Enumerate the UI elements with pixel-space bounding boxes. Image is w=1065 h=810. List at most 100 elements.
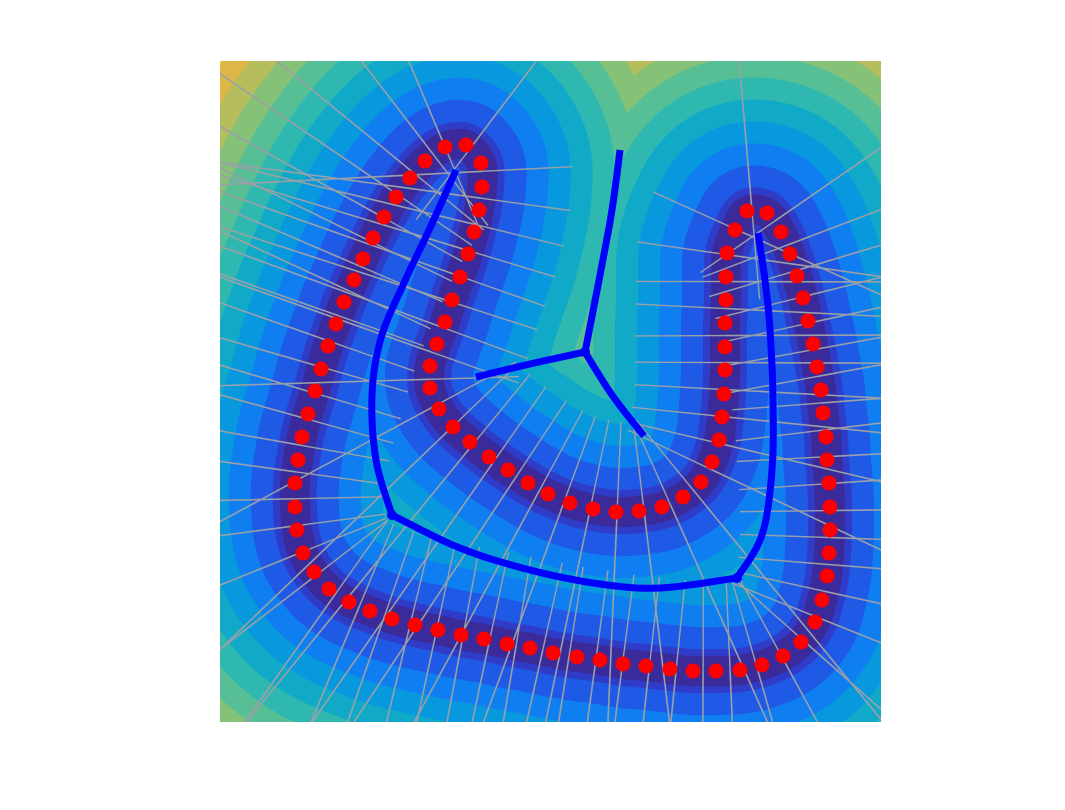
- normal-ray: [724, 334, 881, 337]
- normal-ray: [220, 230, 350, 292]
- boundary-point: [336, 294, 352, 310]
- normal-ray: [220, 170, 483, 186]
- boundary-point: [775, 648, 791, 664]
- normal-ray: [544, 508, 592, 722]
- boundary-point: [522, 640, 538, 656]
- boundary-point: [821, 545, 837, 561]
- inner-ray: [516, 400, 567, 477]
- skeleton-junction: [580, 347, 590, 357]
- inner-ray: [635, 419, 694, 491]
- boundary-point: [294, 429, 310, 445]
- inner-ray: [563, 416, 596, 502]
- normal-ray: [220, 174, 470, 252]
- boundary-point: [805, 336, 821, 352]
- boundary-point: [693, 474, 709, 490]
- normal-ray: [446, 635, 464, 722]
- boundary-point: [520, 475, 536, 491]
- boundary-point: [362, 603, 378, 619]
- inner-ray: [462, 546, 481, 636]
- boundary-point: [341, 594, 357, 610]
- normal-ray: [220, 574, 317, 651]
- normal-ray: [220, 551, 303, 587]
- boundary-point: [402, 170, 418, 186]
- boundary-point: [585, 501, 601, 517]
- boundary-point: [675, 489, 691, 505]
- inner-ray: [296, 471, 386, 485]
- normal-ray: [220, 404, 438, 523]
- boundary-point: [718, 292, 734, 308]
- inner-ray: [433, 352, 519, 384]
- boundary-point: [789, 268, 805, 284]
- boundary-point: [813, 382, 829, 398]
- boundary-point: [759, 205, 775, 221]
- inner-ray: [539, 410, 584, 491]
- boundary-point: [355, 251, 371, 267]
- boundary-point: [809, 359, 825, 375]
- boundary-point: [704, 454, 720, 470]
- normal-ray: [220, 336, 322, 368]
- inner-ray: [358, 523, 395, 607]
- skeleton-junction: [387, 510, 397, 520]
- normal-ray: [482, 500, 566, 722]
- boundary-point: [499, 636, 515, 652]
- boundary-point: [685, 663, 701, 679]
- normal-ray: [220, 166, 372, 243]
- inner-ray: [740, 509, 831, 513]
- normal-ray: [310, 606, 360, 722]
- boundary-point: [289, 522, 305, 538]
- boundary-point: [711, 432, 727, 448]
- skeleton-branch: [390, 511, 738, 592]
- normal-ray: [360, 61, 434, 155]
- skeleton-branch: [734, 232, 777, 580]
- inner-ray: [329, 340, 415, 372]
- boundary-point: [437, 139, 453, 155]
- normal-ray: [220, 72, 399, 196]
- normal-ray: [726, 253, 881, 278]
- boundary-point: [717, 315, 733, 331]
- boundary-point: [800, 313, 816, 329]
- boundary-point: [719, 245, 735, 261]
- inner-ray: [383, 531, 415, 617]
- inner-ray: [482, 166, 573, 172]
- inner-ray: [334, 520, 389, 595]
- boundary-point: [313, 361, 329, 377]
- boundary-point: [431, 401, 447, 417]
- normal-ray: [774, 146, 881, 222]
- boundary-point: [453, 627, 469, 643]
- inner-ray: [468, 250, 556, 278]
- boundary-point: [300, 406, 316, 422]
- normal-ray: [220, 125, 384, 219]
- boundary-point: [407, 617, 423, 633]
- boundary-point: [287, 475, 303, 491]
- boundary-point: [727, 222, 743, 238]
- boundary-point: [500, 462, 516, 478]
- boundary-point: [732, 662, 748, 678]
- boundary-point: [445, 419, 461, 435]
- medial-skeleton: [368, 149, 777, 592]
- boundary-point: [422, 358, 438, 374]
- boundary-point: [819, 568, 835, 584]
- boundary-point: [307, 383, 323, 399]
- normal-ray: [802, 639, 881, 711]
- boundary-point: [795, 290, 811, 306]
- boundary-point: [476, 631, 492, 647]
- inner-ray: [648, 576, 661, 667]
- inner-ray: [632, 406, 723, 418]
- inner-ray: [736, 456, 827, 463]
- inner-ray: [700, 220, 775, 273]
- boundary-point: [320, 338, 336, 354]
- normal-ray: [220, 205, 361, 267]
- boundary-point: [638, 658, 654, 674]
- boundary-point: [716, 386, 732, 402]
- normal-ray: [243, 593, 337, 722]
- inner-ray: [732, 402, 823, 411]
- boundary-points: [287, 137, 838, 679]
- inner-ray: [738, 577, 783, 658]
- normal-ray: [385, 623, 412, 722]
- boundary-point: [714, 409, 730, 425]
- inner-ray: [632, 421, 645, 511]
- boundary-point: [739, 203, 755, 219]
- normal-ray: [718, 442, 881, 483]
- normal-ray: [708, 467, 881, 551]
- boundary-point: [608, 504, 624, 520]
